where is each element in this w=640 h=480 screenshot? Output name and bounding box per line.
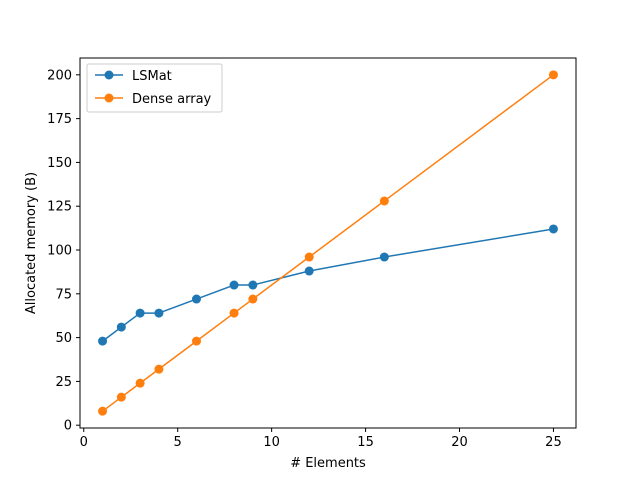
y-tick-label: 50	[55, 331, 72, 346]
y-tick-label: 100	[47, 244, 72, 259]
x-tick-label: 10	[263, 435, 280, 450]
x-tick-label: 0	[80, 435, 88, 450]
data-point-lsmat	[248, 280, 258, 290]
legend: LSMat Dense array	[86, 63, 223, 113]
x-tick-label: 5	[174, 435, 182, 450]
plot-frame	[79, 57, 577, 429]
y-tick-label: 75	[55, 287, 72, 302]
x-tick-label: 20	[451, 435, 468, 450]
series-lsmat	[98, 224, 558, 346]
data-point-lsmat	[135, 308, 145, 318]
y-tick-label: 125	[47, 200, 72, 215]
x-axis-label: # Elements	[290, 456, 366, 471]
series-line-lsmat	[102, 228, 554, 342]
series-dense-array	[98, 70, 558, 416]
data-point-dense-array	[248, 294, 258, 304]
data-point-lsmat	[98, 336, 108, 346]
y-axis-ticks: 0 25 50 75 100 125 150 175 200	[47, 68, 80, 434]
data-point-lsmat	[548, 224, 558, 234]
y-tick-label: 175	[47, 112, 72, 127]
legend-box	[86, 63, 223, 113]
data-point-dense-array	[98, 406, 108, 416]
y-tick-label: 150	[47, 156, 72, 171]
data-point-lsmat	[116, 322, 126, 332]
y-tick-label: 200	[47, 68, 72, 83]
data-point-dense-array	[191, 336, 201, 346]
series-line-dense-array	[102, 74, 554, 412]
series-layer	[98, 70, 558, 416]
x-axis-ticks: 0 5 10 15 20 25	[80, 428, 562, 450]
data-point-dense-array	[135, 378, 145, 388]
data-point-lsmat	[154, 308, 164, 318]
data-point-dense-array	[379, 196, 389, 206]
y-tick-label: 0	[64, 419, 72, 434]
legend-marker-lsmat	[104, 70, 114, 80]
legend-label-dense-array: Dense array	[132, 92, 212, 107]
data-point-dense-array	[548, 70, 558, 80]
data-point-lsmat	[379, 252, 389, 262]
data-point-dense-array	[116, 392, 126, 402]
legend-entry-lsmat: LSMat	[95, 69, 172, 84]
data-point-dense-array	[154, 364, 164, 374]
data-point-lsmat	[191, 294, 201, 304]
legend-marker-dense-array	[104, 93, 114, 103]
data-point-dense-array	[229, 308, 239, 318]
legend-entry-dense-array: Dense array	[95, 92, 212, 107]
y-tick-label: 25	[55, 375, 72, 390]
legend-label-lsmat: LSMat	[132, 69, 172, 84]
data-point-lsmat	[229, 280, 239, 290]
y-axis-label: Allocated memory (B)	[24, 172, 39, 314]
x-tick-label: 25	[545, 435, 562, 450]
data-point-dense-array	[304, 252, 314, 262]
x-tick-label: 15	[357, 435, 374, 450]
data-point-lsmat	[304, 266, 314, 276]
